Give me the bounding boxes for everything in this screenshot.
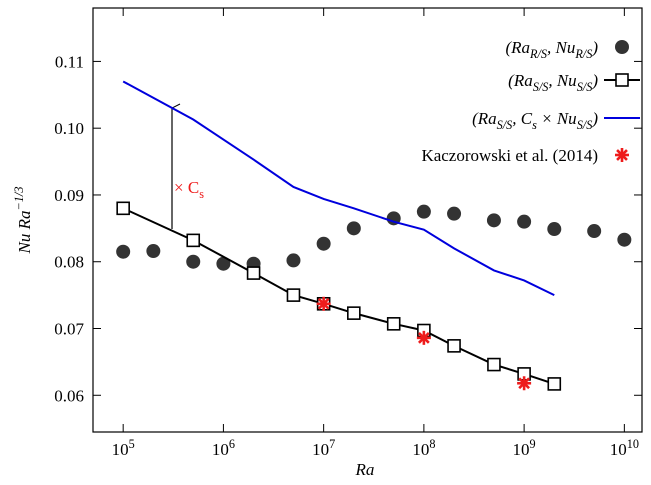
point — [447, 206, 462, 221]
point — [316, 236, 331, 251]
point — [216, 256, 231, 271]
x-tick-label: 106​ — [212, 437, 235, 459]
point — [517, 376, 532, 391]
point — [386, 317, 401, 331]
point — [286, 288, 301, 302]
star-stroke — [518, 377, 530, 390]
legend-label: Kaczorowski et al. (2014) — [421, 146, 598, 165]
series-line — [122, 80, 555, 297]
point — [547, 377, 562, 391]
x-tick-label: 1010​ — [610, 437, 639, 459]
legend-label: (RaS/S, Cs × NuS/S) — [472, 109, 598, 132]
point — [246, 266, 261, 280]
y-axis-label: Nu Ra−1/3​ — [12, 187, 34, 255]
x-tick-label: 109​ — [513, 437, 536, 459]
point — [146, 244, 161, 259]
x-axis-label: Ra — [355, 460, 375, 479]
point — [486, 213, 501, 228]
point — [286, 253, 301, 268]
y-tick-label: 0.08 — [54, 253, 84, 272]
y-tick-label: 0.06 — [54, 386, 84, 405]
star-stroke — [317, 297, 330, 310]
legend-marker — [615, 40, 629, 54]
annotation: × Cs​ — [174, 178, 204, 201]
legend-marker — [615, 148, 629, 162]
y-tick-label: 0.09 — [54, 186, 84, 205]
plot-frame — [92, 7, 643, 433]
x-tick-label: 108​ — [412, 437, 435, 459]
point — [416, 204, 431, 219]
y-tick-label: 0.07 — [54, 320, 84, 339]
x-tick-label: 105​ — [112, 437, 135, 459]
point — [447, 339, 461, 353]
y-tick-label: 0.10 — [54, 119, 84, 138]
point — [186, 254, 201, 269]
point — [316, 296, 331, 311]
point — [547, 222, 562, 237]
x-tick-label: 107​ — [312, 437, 335, 459]
point — [346, 221, 361, 236]
point — [587, 224, 602, 239]
legend-label: (RaS/S, NuS/S) — [508, 71, 598, 94]
star-stroke — [418, 331, 430, 344]
point — [617, 232, 632, 247]
point — [347, 306, 361, 320]
point — [116, 201, 130, 216]
point — [517, 214, 532, 229]
y-tick-label: 0.11 — [55, 52, 84, 71]
point — [487, 357, 501, 372]
point — [116, 244, 131, 259]
point — [186, 233, 201, 248]
point — [416, 330, 431, 345]
star-stroke — [616, 149, 628, 161]
legend-label: (RaR/S, NuR/S) — [505, 38, 598, 61]
legend-marker — [615, 73, 629, 87]
